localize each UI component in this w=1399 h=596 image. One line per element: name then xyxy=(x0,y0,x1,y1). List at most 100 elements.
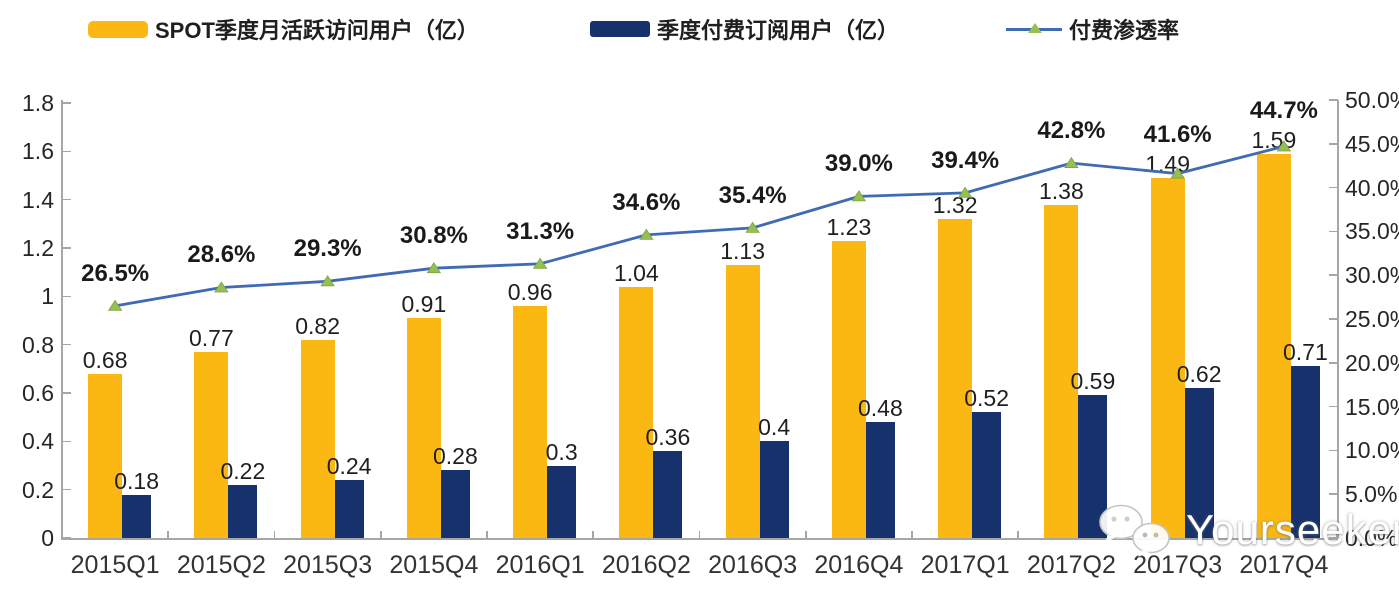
x-axis-tick xyxy=(698,531,701,538)
bar-subs xyxy=(972,412,1002,538)
left-axis-tick xyxy=(62,440,71,443)
mau-value-label: 0.91 xyxy=(401,291,447,318)
x-axis-tick xyxy=(61,531,63,538)
bar-subs xyxy=(1290,366,1320,538)
subs-value-label: 0.28 xyxy=(432,443,478,470)
left-axis-tick xyxy=(62,392,71,394)
legend-item-subs: 季度付费订阅用户（亿） xyxy=(590,13,899,45)
y-tick-label-right: 5.0% xyxy=(1345,481,1398,508)
subs-value-label: 0.48 xyxy=(857,395,903,421)
penetration-label: 31.3% xyxy=(506,217,575,245)
bar-subs xyxy=(547,465,577,538)
penetration-label: 39.4% xyxy=(931,146,1000,174)
subs-value-label: 0.3 xyxy=(545,438,578,465)
mau-value-label: 0.77 xyxy=(188,324,234,351)
right-axis-tick xyxy=(1329,493,1338,495)
triangle-marker-icon xyxy=(639,228,654,240)
penetration-label: 41.6% xyxy=(1143,120,1212,148)
bar-mau xyxy=(406,318,441,538)
bar-mau xyxy=(513,306,548,538)
penetration-label: 44.7% xyxy=(1249,96,1318,124)
triangle-marker-icon xyxy=(851,190,867,202)
watermark-text: Yourseeker xyxy=(1186,506,1399,553)
bar-mau xyxy=(619,286,654,538)
triangle-marker-icon xyxy=(320,275,335,287)
subs-value-label: 0.62 xyxy=(1176,361,1222,388)
left-axis-line xyxy=(61,100,63,538)
x-axis-tick xyxy=(273,531,276,538)
x-tick-label: 2015Q4 xyxy=(389,551,479,579)
triangle-marker-icon xyxy=(107,299,123,311)
bar-mau xyxy=(194,351,229,538)
y-tick-label-left: 0.4 xyxy=(22,428,54,455)
mau-value-label: 1.32 xyxy=(932,192,978,218)
subs-value-label: 0.22 xyxy=(220,457,266,484)
x-axis-tick xyxy=(592,531,595,538)
x-axis-tick xyxy=(379,531,382,538)
right-axis-tick xyxy=(1329,99,1338,101)
bar-subs xyxy=(1184,388,1214,538)
x-tick-label: 2017Q3 xyxy=(1133,551,1223,579)
legend-item-penetration: 付费渗透率 xyxy=(1006,13,1179,45)
y-tick-label-right: 20.0% xyxy=(1345,349,1399,376)
subs-legend-swatch-icon xyxy=(590,21,650,37)
y-tick-label-right: 50.0% xyxy=(1345,87,1399,113)
y-tick-label-left: 0.6 xyxy=(22,380,54,406)
mau-value-label: 1.04 xyxy=(613,259,659,286)
y-tick-label-left: 1 xyxy=(41,283,54,310)
x-axis-tick xyxy=(1229,531,1232,538)
triangle-marker-icon xyxy=(532,257,548,269)
left-axis-tick xyxy=(62,198,71,201)
right-axis-tick xyxy=(1329,405,1338,408)
left-axis-tick xyxy=(62,102,71,104)
bar-mau xyxy=(725,264,760,538)
x-axis-tick xyxy=(804,531,807,538)
penetration-label: 28.6% xyxy=(187,241,256,269)
x-axis-tick xyxy=(1336,531,1338,538)
mau-value-label: 1.13 xyxy=(720,237,766,264)
mau-value-label: 0.96 xyxy=(507,279,553,305)
bar-mau xyxy=(938,219,973,538)
bar-mau xyxy=(88,373,123,538)
mau-value-label: 0.82 xyxy=(295,312,341,339)
legend-label-subs: 季度付费订阅用户（亿） xyxy=(657,18,900,43)
triangle-marker-icon xyxy=(426,261,442,274)
x-axis-tick xyxy=(1017,531,1020,538)
x-tick-label: 2016Q2 xyxy=(601,551,691,579)
penetration-line xyxy=(114,145,1285,308)
right-axis-tick xyxy=(1329,186,1338,189)
y-tick-label-right: 35.0% xyxy=(1345,218,1399,245)
triangle-marker-icon xyxy=(1064,156,1079,168)
y-tick-label-right: 30.0% xyxy=(1345,262,1399,289)
right-axis-tick xyxy=(1329,318,1338,320)
penetration-label: 29.3% xyxy=(293,235,362,263)
right-axis-tick xyxy=(1329,143,1338,145)
watermark: Yourseeker xyxy=(1094,500,1399,560)
legend-item-mau: SPOT季度月活跃访问用户（亿） xyxy=(88,13,479,45)
subs-value-label: 0.71 xyxy=(1282,339,1328,366)
bar-subs xyxy=(228,484,258,538)
left-axis-tick xyxy=(62,295,71,298)
subs-value-label: 0.36 xyxy=(645,424,691,450)
legend-label-penetration: 付费渗透率 xyxy=(1069,18,1180,43)
x-axis-tick xyxy=(486,531,488,538)
y-tick-label-right: 15.0% xyxy=(1345,393,1399,420)
penetration-label: 26.5% xyxy=(81,259,150,287)
x-tick-label: 2015Q1 xyxy=(70,551,160,579)
subs-value-label: 0.52 xyxy=(964,385,1010,412)
y-tick-label-right: 25.0% xyxy=(1345,306,1399,332)
triangle-marker-icon xyxy=(214,281,229,293)
left-axis-tick xyxy=(62,247,71,249)
penetration-label: 34.6% xyxy=(612,188,681,216)
x-axis-tick xyxy=(167,531,170,538)
bar-subs xyxy=(440,470,470,538)
subs-value-label: 0.4 xyxy=(758,414,791,441)
mau-value-label: 1.59 xyxy=(1251,126,1297,153)
x-tick-label: 2016Q3 xyxy=(708,551,798,579)
right-axis-tick xyxy=(1329,449,1338,452)
y-tick-label-right: 10.0% xyxy=(1345,437,1399,464)
x-tick-label: 2017Q4 xyxy=(1239,551,1329,579)
left-axis-tick xyxy=(62,343,71,346)
legend-label-mau: SPOT季度月活跃访问用户（亿） xyxy=(155,18,479,43)
